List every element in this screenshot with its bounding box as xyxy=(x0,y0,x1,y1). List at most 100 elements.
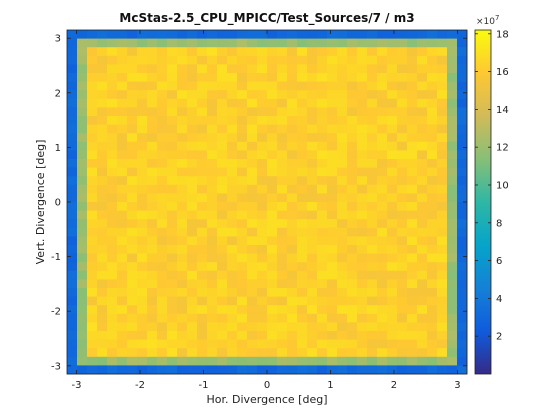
heatmap-cell xyxy=(327,141,338,151)
heatmap-cell xyxy=(277,64,288,74)
heatmap-cell xyxy=(367,133,378,143)
heatmap-cell xyxy=(287,288,298,297)
heatmap-cell xyxy=(367,73,378,82)
heatmap-cell xyxy=(287,313,298,323)
heatmap-cell xyxy=(157,107,168,117)
heatmap-cell xyxy=(127,176,138,186)
heatmap-cell xyxy=(267,90,278,100)
heatmap-cell xyxy=(247,227,258,237)
heatmap-cell xyxy=(417,288,428,297)
heatmap-cell xyxy=(297,159,308,168)
heatmap-cell xyxy=(187,159,198,168)
heatmap-cell xyxy=(427,288,438,297)
heatmap-cell xyxy=(127,81,138,91)
heatmap-cell xyxy=(297,322,308,332)
heatmap-cell xyxy=(397,159,408,168)
heatmap-cell xyxy=(387,107,398,117)
heatmap-cell xyxy=(67,176,78,186)
heatmap-cell xyxy=(167,141,178,151)
heatmap-cell xyxy=(117,210,128,220)
heatmap-cell xyxy=(377,184,388,194)
heatmap-cell xyxy=(257,30,268,39)
heatmap-cell xyxy=(197,245,208,254)
heatmap-cell xyxy=(237,339,248,349)
chart-title: McStas-2.5_CPU_MPICC/Test_Sources/7 / m3 xyxy=(119,11,414,26)
heatmap-cell xyxy=(407,47,418,57)
heatmap-cell xyxy=(97,64,108,74)
heatmap-cell xyxy=(187,184,198,194)
heatmap-cell xyxy=(127,47,138,57)
heatmap-cell xyxy=(457,322,468,332)
heatmap-cell xyxy=(237,150,248,160)
heatmap-cell xyxy=(297,55,308,65)
heatmap-cell xyxy=(207,55,218,65)
heatmap-cell xyxy=(217,253,228,263)
heatmap-cell xyxy=(377,253,388,263)
heatmap-cell xyxy=(457,47,468,57)
heatmap-cell xyxy=(367,245,378,254)
heatmap-cell xyxy=(147,133,158,143)
heatmap-cell xyxy=(417,262,428,272)
heatmap-cell xyxy=(297,348,308,358)
heatmap-cell xyxy=(157,313,168,323)
heatmap-cell xyxy=(207,236,218,246)
heatmap-cell xyxy=(427,141,438,151)
heatmap-cell xyxy=(117,47,128,57)
heatmap-cell xyxy=(247,64,258,74)
heatmap-cell xyxy=(67,124,78,134)
heatmap-cell xyxy=(377,98,388,108)
heatmap-cell xyxy=(287,55,298,65)
heatmap-cell xyxy=(217,296,228,306)
y-tick-label: -3 xyxy=(51,361,61,372)
heatmap-cell xyxy=(407,116,418,125)
heatmap-cell xyxy=(337,107,348,117)
heatmap-cell xyxy=(127,236,138,246)
heatmap-cell xyxy=(377,55,388,65)
colorbar-tick-label: 2 xyxy=(496,332,502,343)
heatmap-cell xyxy=(77,116,88,125)
heatmap-cell xyxy=(127,313,138,323)
heatmap-cell xyxy=(277,227,288,237)
heatmap-cell xyxy=(337,227,348,237)
heatmap-cell xyxy=(257,348,268,358)
heatmap-cell xyxy=(417,202,428,211)
heatmap-cell xyxy=(117,365,128,375)
heatmap-cell xyxy=(337,305,348,315)
heatmap-cell xyxy=(117,167,128,177)
heatmap-cell xyxy=(447,55,458,65)
heatmap-cell xyxy=(437,150,448,160)
heatmap-cell xyxy=(197,55,208,65)
heatmap-cell xyxy=(317,288,328,297)
heatmap-cell xyxy=(117,73,128,82)
heatmap-cell xyxy=(427,236,438,246)
heatmap-cell xyxy=(67,193,78,203)
y-tick-label: 0 xyxy=(55,198,61,209)
heatmap-cell xyxy=(127,30,138,39)
heatmap-cell xyxy=(447,210,458,220)
heatmap-cell xyxy=(377,47,388,57)
heatmap-cell xyxy=(307,184,318,194)
heatmap-cell xyxy=(337,219,348,229)
heatmap-cell xyxy=(327,348,338,358)
heatmap-cell xyxy=(107,116,118,125)
heatmap-cell xyxy=(367,38,378,48)
heatmap-cell xyxy=(227,98,238,108)
heatmap-cell xyxy=(437,279,448,289)
heatmap-cell xyxy=(107,193,118,203)
heatmap-cell xyxy=(457,124,468,134)
x-tick-label: 1 xyxy=(327,380,333,391)
heatmap-cell xyxy=(187,55,198,65)
heatmap-cell xyxy=(267,81,278,91)
heatmap-cell xyxy=(337,133,348,143)
heatmap-cell xyxy=(397,73,408,82)
heatmap-cell xyxy=(357,30,368,39)
heatmap-cell xyxy=(107,124,118,134)
heatmap-cell xyxy=(397,30,408,39)
heatmap-cell xyxy=(397,64,408,74)
heatmap-cell xyxy=(77,236,88,246)
heatmap-cell xyxy=(187,331,198,340)
heatmap-cell xyxy=(437,262,448,272)
heatmap-cell xyxy=(227,30,238,39)
heatmap-cell xyxy=(427,38,438,48)
heatmap-cell xyxy=(87,339,98,349)
